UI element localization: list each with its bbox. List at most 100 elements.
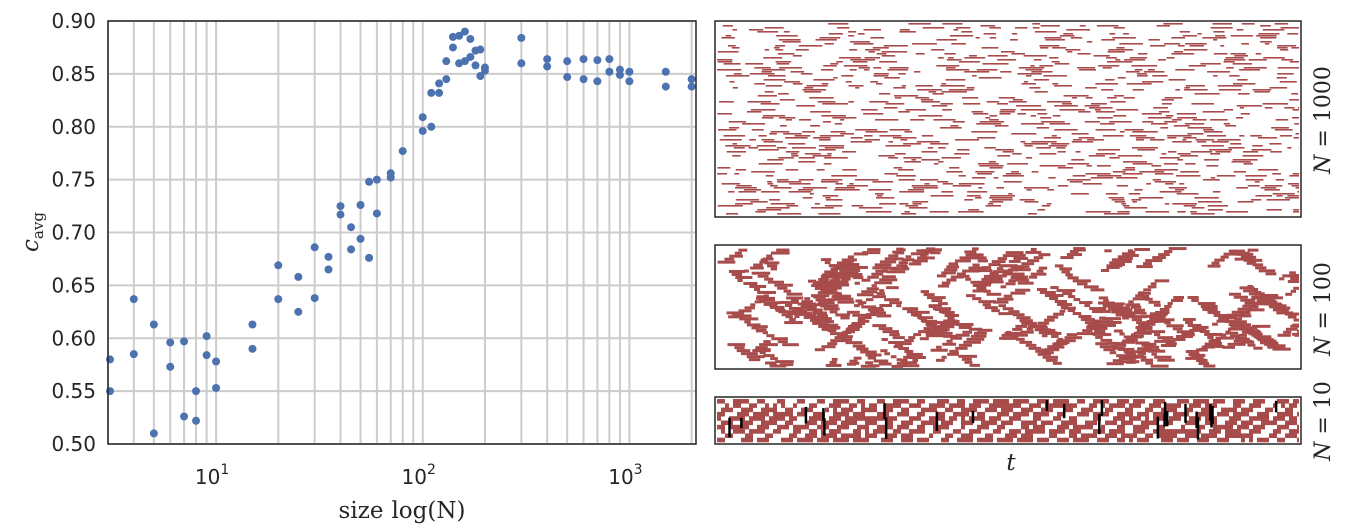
heatmap-cell [775,45,786,47]
heatmap-cell [919,316,927,320]
heatmap-cell [1008,193,1013,195]
heatmap-cell [1132,297,1150,301]
heatmap-cell [1240,340,1255,344]
heatmap-cell [784,321,803,325]
heatmap-cell [1133,399,1137,404]
heatmap-cell [1215,151,1231,153]
heatmap-cell [809,407,813,413]
heatmap-cell [1007,268,1019,272]
data-point [248,344,257,353]
heatmap-cell [939,322,958,326]
heatmap-cell [1136,75,1148,77]
heatmap-cell [1009,420,1013,426]
data-point [365,177,374,186]
heatmap-cell [1279,81,1297,83]
heatmap-cell [1297,437,1299,443]
heatmap-cell [845,416,849,421]
heatmap-cell [763,141,783,143]
heatmap-cell [1070,193,1089,195]
heatmap-cell [778,157,794,159]
heatmap-cell [937,429,941,434]
heatmap-cell [1011,133,1037,135]
heatmap-cell [873,67,882,69]
heatmap-cell [877,399,881,404]
data-point [625,77,634,86]
data-point [166,362,175,371]
heatmap-cell [785,407,789,413]
heatmap-cell [951,351,959,355]
heatmap-cell [869,101,889,103]
heatmap-cell [1165,115,1174,117]
data-point [192,416,201,425]
heatmap-cell [1128,300,1134,304]
heatmap-cell [961,403,965,408]
heatmap-cell [1061,437,1065,443]
heatmap-cell [756,295,768,299]
heatmap-cell [969,429,973,434]
heatmap-cell [737,416,741,421]
heatmap-cell [817,301,829,305]
heatmap-cell [755,348,771,352]
heatmap-cell [1243,289,1258,293]
heatmap-cell [977,137,996,139]
heatmap-cell [729,416,733,421]
heatmap-cell [788,306,803,310]
heatmap-cell [1067,309,1076,313]
heatmap-cell [788,143,806,145]
heatmap-cell [1185,85,1206,87]
heatmap-cell [770,185,778,187]
heatmap-cell [1217,139,1241,141]
heatmap-cell [876,197,895,199]
heatmap-cell [1113,27,1125,29]
heatmap-cell [1044,37,1062,39]
heatmap-cell [802,131,816,133]
heatmap-cell [761,191,780,193]
heatmap-cell-dark [1210,410,1213,428]
heatmap-cell-dark [1195,411,1198,429]
heatmap-cell [1106,341,1120,345]
heatmap-cell [976,286,987,290]
heatmap-cell [942,342,957,346]
heatmap-cell [1177,211,1186,213]
heatmap-cell [798,161,816,163]
heatmap-cell [817,411,821,417]
heatmap-cell [1054,264,1064,268]
heatmap-cell [972,247,979,251]
heatmap-cell [809,420,813,426]
heatmap-cell [1154,169,1178,171]
heatmap-cell [940,85,966,87]
heatmap-cell [925,247,936,251]
heatmap-cell [1085,97,1093,99]
heatmap-cell [1081,411,1085,417]
heatmap-cell [833,420,837,426]
heatmap-cell [798,157,815,159]
heatmap-cell [1097,301,1115,305]
heatmap-cell [1066,179,1091,181]
heatmap-cell [1187,127,1212,129]
heatmap-cell [1146,314,1153,318]
heatmap-cell [1225,407,1229,413]
heatmap-cell [736,349,751,353]
heatmap-cell [958,211,984,213]
heatmap-cell [1280,27,1299,29]
heatmap-cell [1139,171,1165,173]
heatmap-cell [1018,67,1045,69]
heatmap-cell [1128,357,1136,361]
heatmap-cell-dark [740,417,743,429]
heatmap-cell [839,270,847,274]
heatmap-cell [1040,121,1065,123]
heatmap-cell [813,317,832,321]
heatmap-cell [824,147,844,149]
heatmap-cell [1177,416,1181,421]
heatmap-cell [1129,433,1133,438]
heatmap-cell [981,411,985,417]
heatmap-cell [881,416,885,421]
heatmap-cell [1227,342,1246,346]
heatmap-cell [1085,420,1089,426]
heatmap-cell [864,139,880,141]
data-point [310,294,319,303]
heatmap-cell [1239,107,1245,109]
heatmap-cell [1168,187,1187,189]
heatmap-cell [1129,437,1133,443]
heatmap-cell [1241,407,1245,413]
